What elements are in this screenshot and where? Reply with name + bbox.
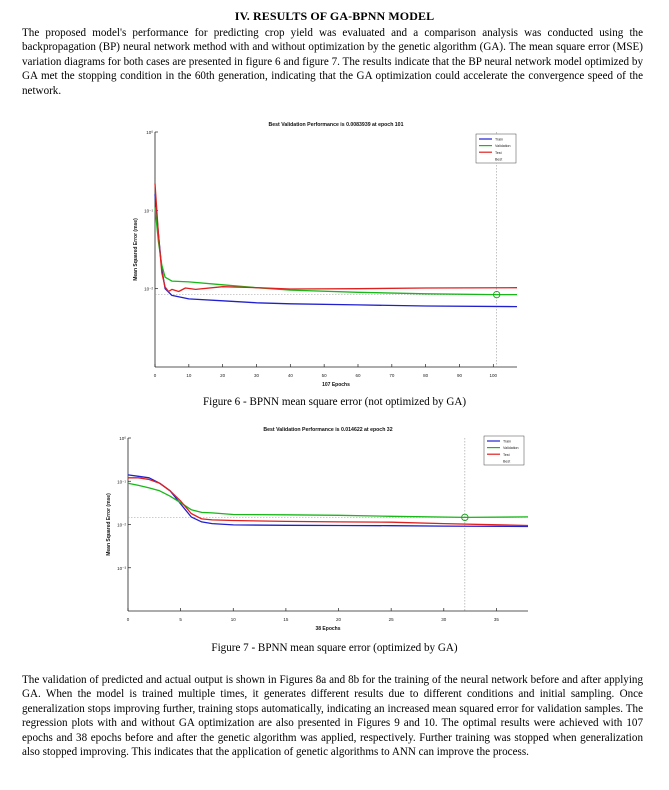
series-line-validation (154, 207, 517, 296)
x-tick-label: 90 (457, 373, 463, 378)
legend-box (475, 133, 517, 164)
x-tick-label: 5 (179, 617, 182, 622)
x-tick-label: 30 (254, 373, 260, 378)
series-line-test (154, 183, 518, 293)
x-tick-label: 35 (494, 617, 500, 622)
figure-7-chart: 0 5 10 15 20 25 30 35 10⁰ 10⁻¹ 10⁻² 10⁻³ Best Valida… (106, 427, 529, 632)
series-line-test (128, 477, 529, 527)
y-tick-label: 10⁻³ (117, 566, 126, 571)
best-point-marker (461, 513, 469, 522)
x-tick-label: 80 (423, 373, 429, 378)
x-tick-label: 40 (288, 373, 294, 378)
series-line-train (154, 194, 518, 308)
chart-title: Best Validation Performance is 0.0083939… (269, 122, 404, 128)
x-tick-label: 25 (389, 617, 395, 622)
x-axis-label: 107 Epochs (322, 382, 350, 388)
y-tick-label: 10⁰ (119, 436, 126, 441)
y-tick-label: 10⁻² (144, 287, 153, 292)
section-heading: IV. RESULTS OF GA-BPNN MODEL (234, 9, 435, 23)
y-tick-label: 10⁻¹ (117, 479, 126, 484)
best-point-marker (493, 290, 501, 299)
intro-paragraph: The proposed model's performance for pre… (22, 27, 643, 97)
legend-label: Validation (495, 144, 511, 148)
x-tick-label: 10 (186, 373, 192, 378)
x-tick-label: 60 (355, 373, 361, 378)
x-tick-label: 10 (231, 617, 237, 622)
discussion-paragraph: The validation of predicted and actual o… (22, 674, 643, 759)
legend-label: Best (495, 157, 502, 161)
series-line-train (127, 474, 529, 528)
legend-label: Train (503, 440, 511, 444)
y-axis-label: Mean Squared Error (mse) (106, 493, 112, 556)
chart-title: Best Validation Performance is 0.014622 … (263, 427, 392, 433)
x-tick-label: 20 (336, 617, 342, 622)
legend-label: Test (503, 453, 510, 457)
x-tick-label: 50 (322, 373, 328, 378)
series-line-validation (127, 482, 529, 519)
y-tick-label: 10⁰ (146, 130, 153, 135)
y-axis-label: Mean Squared Error (mse) (133, 218, 139, 281)
figure-6-chart: 0 10 20 30 40 50 60 70 80 90 100 10⁰ 10⁻¹ 10⁻² Best Va… (133, 122, 518, 388)
figure-7-caption: Figure 7 - BPNN mean square error (optim… (211, 642, 458, 654)
legend-label: Test (495, 151, 502, 155)
x-axis-label: 38 Epochs (315, 626, 340, 632)
legend-label: Validation (503, 446, 519, 450)
x-tick-label: 15 (283, 617, 289, 622)
x-tick-label: 100 (490, 373, 498, 378)
y-tick-label: 10⁻¹ (144, 208, 153, 213)
figure-6-caption: Figure 6 - BPNN mean square error (not o… (202, 396, 467, 408)
x-tick-label: 70 (389, 373, 395, 378)
y-tick-label: 10⁻² (117, 523, 126, 528)
legend-label: Best (503, 459, 510, 463)
legend-label: Train (495, 138, 503, 142)
x-tick-label: 20 (220, 373, 226, 378)
x-tick-label: 0 (154, 373, 157, 378)
x-tick-label: 30 (441, 617, 447, 622)
x-tick-label: 0 (127, 617, 130, 622)
